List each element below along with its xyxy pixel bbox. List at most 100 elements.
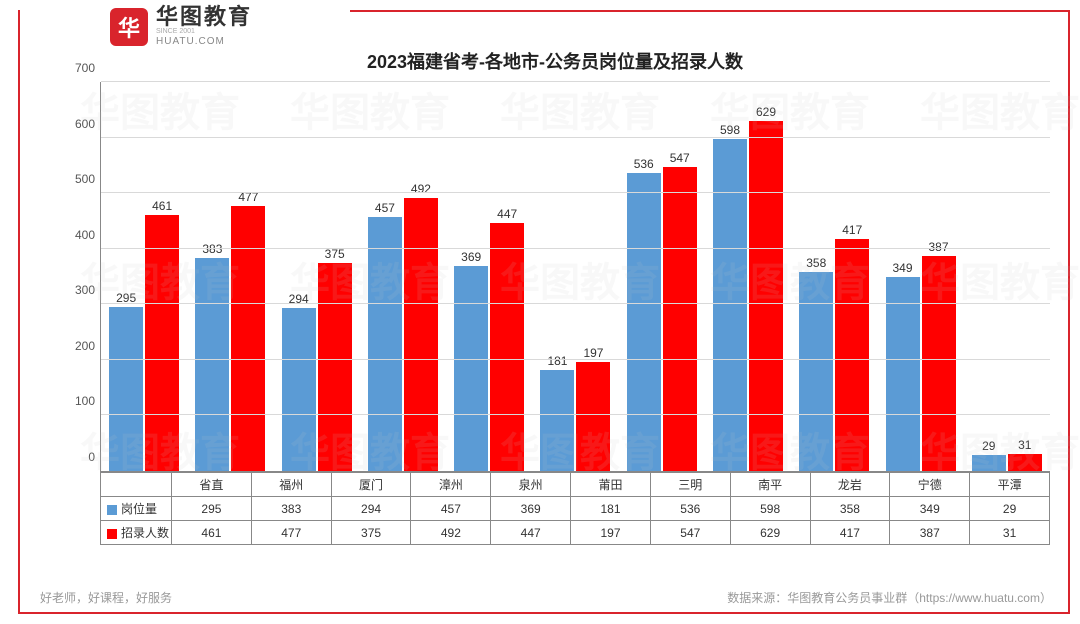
table-cell: 536: [650, 497, 730, 521]
chart-title: 2023福建省考-各地市-公务员岗位量及招录人数: [60, 48, 1050, 74]
table-cell: 417: [810, 521, 890, 545]
logo-en: HUATU.COM: [156, 37, 252, 47]
logo-mark-icon: 华: [110, 8, 148, 46]
table-header-category: 莆田: [571, 473, 651, 497]
bar-value-label: 492: [411, 182, 431, 196]
table-cell: 369: [491, 497, 571, 521]
table-cell: 477: [251, 521, 331, 545]
bars-container: 2954613834772943754574923694471811975365…: [101, 82, 1050, 471]
data-table: 省直福州厦门漳州泉州莆田三明南平龙岩宁德平潭岗位量295383294457369…: [100, 472, 1050, 545]
grid-line: [101, 192, 1050, 193]
table-cell: 295: [172, 497, 252, 521]
table-cell: 181: [571, 497, 651, 521]
table-header-category: 龙岩: [810, 473, 890, 497]
logo-cn: 华图教育: [156, 6, 252, 28]
table-cell: 547: [650, 521, 730, 545]
y-axis-label: 100: [65, 394, 95, 408]
legend-cell: 岗位量: [101, 497, 172, 521]
table-cell: 375: [331, 521, 411, 545]
table-header-category: 厦门: [331, 473, 411, 497]
bar: 31: [1008, 454, 1042, 471]
bar-value-label: 461: [152, 199, 172, 213]
footer-source-suffix: ）: [1040, 591, 1052, 605]
table-header-category: 泉州: [491, 473, 571, 497]
grid-line: [101, 81, 1050, 82]
table-header-category: 南平: [730, 473, 810, 497]
grid-line: [101, 414, 1050, 415]
bar: 358: [799, 272, 833, 471]
table-cell: 492: [411, 521, 491, 545]
table-header-category: 宁德: [890, 473, 970, 497]
bar-value-label: 358: [806, 256, 826, 270]
y-axis-label: 600: [65, 117, 95, 131]
bar-value-label: 447: [497, 207, 517, 221]
bar: 387: [922, 256, 956, 471]
bar-group: 2931: [964, 82, 1050, 471]
bar-group: 369 447: [446, 82, 532, 471]
plot-area: 2954613834772943754574923694471811975365…: [100, 82, 1050, 472]
bar-value-label: 29: [982, 439, 995, 453]
legend-name: 岗位量: [121, 502, 157, 516]
footer-right: 数据来源：华图教育公务员事业群（https://www.huatu.com）: [727, 589, 1052, 606]
bar-group: 358417: [791, 82, 877, 471]
bar: 477: [231, 206, 265, 471]
bar-group: 181 197: [532, 82, 618, 471]
table-row: 岗位量29538329445736918153659835834929: [101, 497, 1050, 521]
table-header-category: 省直: [172, 473, 252, 497]
table-row: 招录人数46147737549244719754762941738731: [101, 521, 1050, 545]
bar: 375: [318, 263, 352, 471]
bar-value-label: 547: [670, 151, 690, 165]
bar-group: 457 492: [360, 82, 446, 471]
bar: 457: [368, 217, 402, 471]
table-cell: 197: [571, 521, 651, 545]
y-axis-label: 300: [65, 283, 95, 297]
bar: 461: [145, 215, 179, 471]
footer-source-prefix: 数据来源：华图教育公务员事业群（: [727, 591, 919, 605]
chart-container: 2023福建省考-各地市-公务员岗位量及招录人数 295461383477294…: [60, 48, 1050, 574]
bar-group: 536547: [619, 82, 705, 471]
table-header-category: 漳州: [411, 473, 491, 497]
bar-value-label: 369: [461, 250, 481, 264]
bar: 349: [886, 277, 920, 471]
bar: 629: [749, 121, 783, 471]
grid-line: [101, 359, 1050, 360]
bar: 294: [282, 308, 316, 471]
y-axis-label: 200: [65, 339, 95, 353]
bar-value-label: 417: [842, 223, 862, 237]
table-cell: 358: [810, 497, 890, 521]
bar-value-label: 197: [583, 346, 603, 360]
bar: 383: [195, 258, 229, 471]
bar-group: 383477: [187, 82, 273, 471]
bar: 598: [713, 139, 747, 471]
bar-group: 598629: [705, 82, 791, 471]
bar: 417: [835, 239, 869, 471]
bar-value-label: 31: [1018, 438, 1031, 452]
table-cell: 294: [331, 497, 411, 521]
logo-since: SINCE 2001: [156, 28, 252, 35]
bar: 536: [627, 173, 661, 471]
y-axis-label: 500: [65, 172, 95, 186]
table-cell: 387: [890, 521, 970, 545]
footer-left: 好老师，好课程，好服务: [40, 589, 172, 606]
legend-cell: 招录人数: [101, 521, 172, 545]
bar-value-label: 181: [547, 354, 567, 368]
bar-value-label: 457: [375, 201, 395, 215]
table-header-category: 三明: [650, 473, 730, 497]
bar: 369: [454, 266, 488, 471]
bar-value-label: 598: [720, 123, 740, 137]
bar: 29: [972, 455, 1006, 471]
y-axis-label: 0: [65, 450, 95, 464]
table-cell: 31: [970, 521, 1050, 545]
bar: 547: [663, 167, 697, 471]
table-header-category: 平潭: [970, 473, 1050, 497]
legend-swatch-icon: [107, 505, 117, 515]
y-axis-label: 700: [65, 61, 95, 75]
table-cell: 461: [172, 521, 252, 545]
table-cell: 29: [970, 497, 1050, 521]
legend-name: 招录人数: [121, 526, 169, 540]
frame-top-right: [350, 10, 1070, 12]
legend-swatch-icon: [107, 529, 117, 539]
bar-group: 295461: [101, 82, 187, 471]
bar-group: 349387: [877, 82, 963, 471]
table-header-empty: [101, 473, 172, 497]
